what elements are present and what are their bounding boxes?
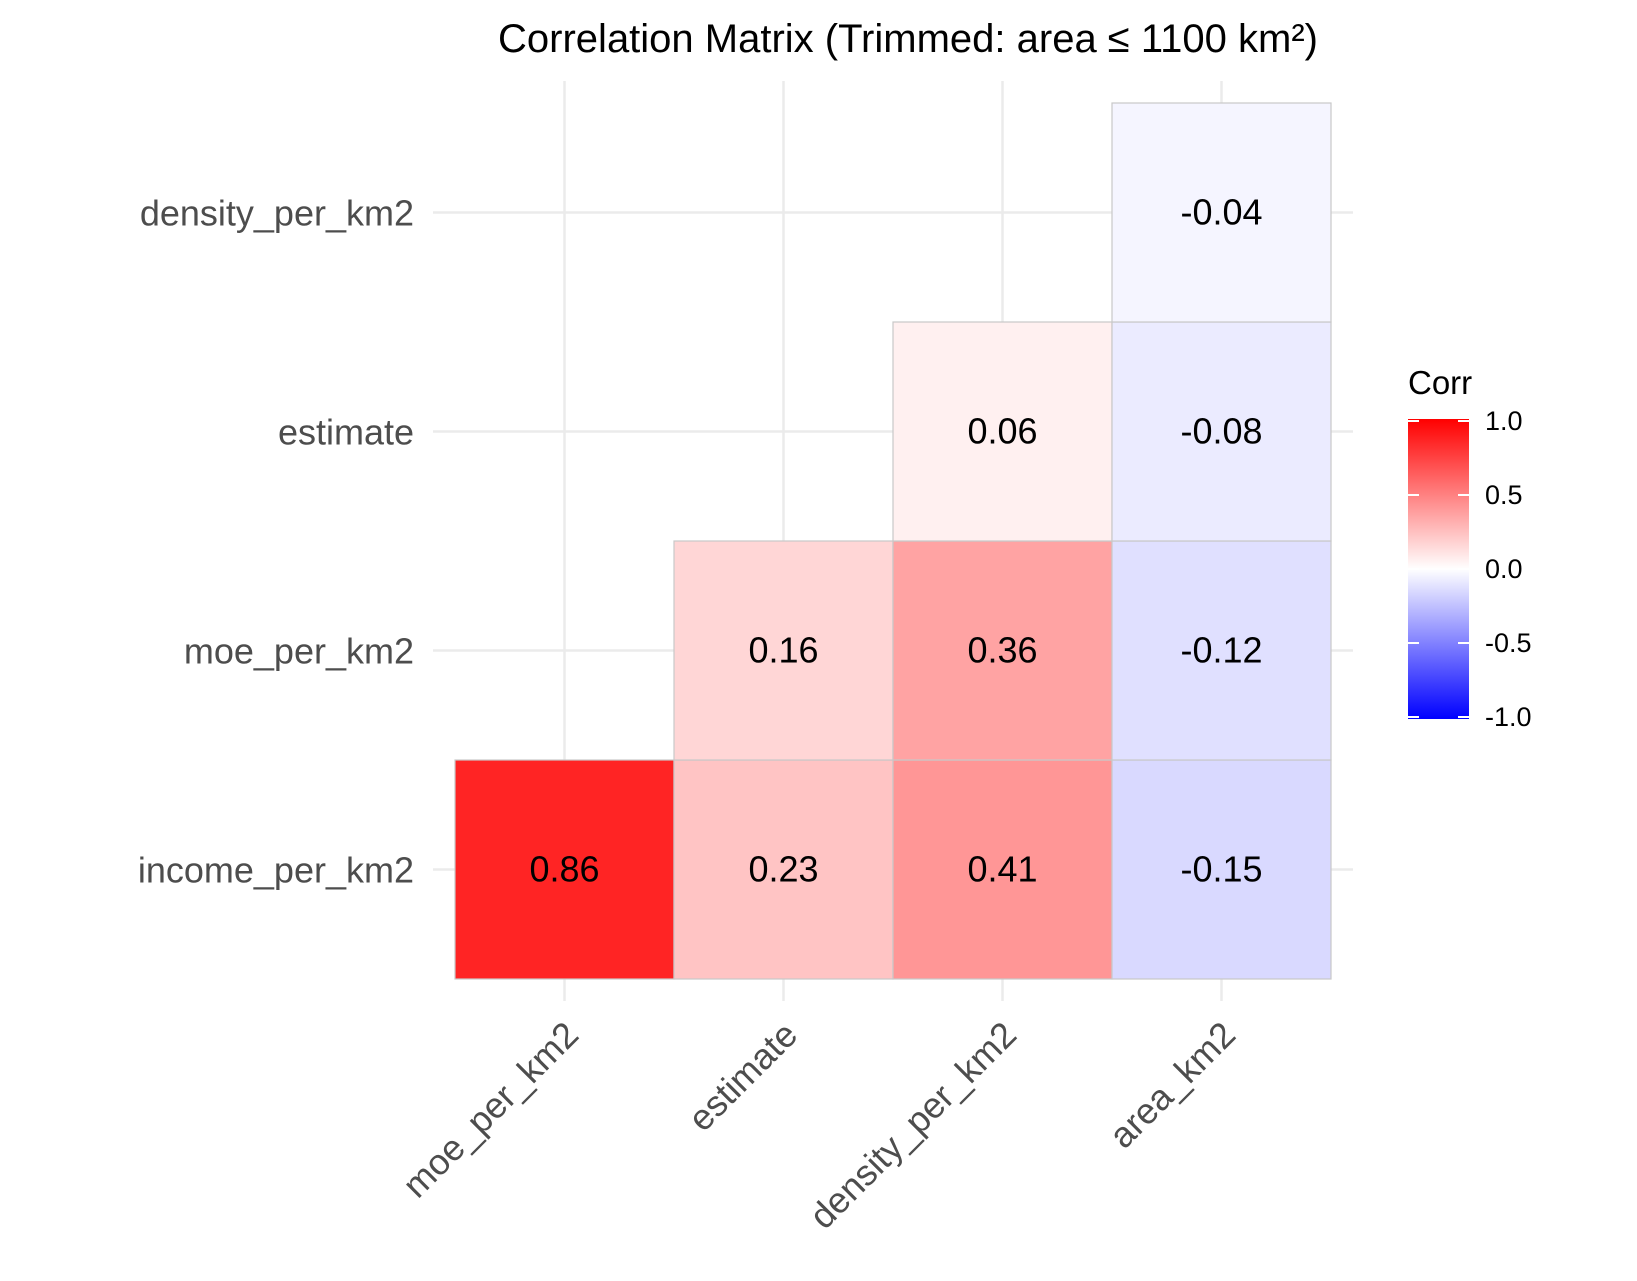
- y-tick-label: moe_per_km2: [184, 631, 414, 672]
- cell-value-label: 0.16: [748, 630, 818, 671]
- heatmap-cell: [673, 759, 894, 980]
- legend-tick-label: -1.0: [1485, 702, 1532, 732]
- chart-title: Correlation Matrix (Trimmed: area ≤ 1100…: [498, 17, 1318, 61]
- y-tick-label: estimate: [278, 412, 414, 453]
- x-tick-label: estimate: [680, 1014, 805, 1139]
- y-tick-label: income_per_km2: [138, 850, 414, 891]
- heatmap-cell: [1111, 321, 1332, 542]
- y-tick-label: density_per_km2: [140, 193, 414, 234]
- heatmap-cell: [1111, 759, 1332, 980]
- cell-value-label: 0.23: [748, 849, 818, 890]
- color-legend: Corr 1.0 0.5 0.0 -0.5 -1.0: [1408, 364, 1532, 732]
- x-tick-label: density_per_km2: [801, 1014, 1024, 1237]
- legend-tick-label: 0.0: [1485, 554, 1523, 584]
- heatmap-cell: [1111, 102, 1332, 323]
- cell-value-label: -0.04: [1180, 192, 1262, 233]
- heatmap-cells: 0.86 0.23 0.41 -0.15 0.16 0.36 -0.12 0.06 -0.08 -…: [454, 102, 1332, 980]
- heatmap-cell: [892, 759, 1113, 980]
- heatmap-cell: [892, 321, 1113, 542]
- cell-value-label: 0.41: [967, 849, 1037, 890]
- cell-value-label: 0.86: [529, 849, 599, 890]
- legend-tick-label: 1.0: [1485, 406, 1523, 436]
- cell-value-label: -0.08: [1180, 411, 1262, 452]
- cell-value-label: -0.15: [1180, 849, 1262, 890]
- x-tick-label: area_km2: [1101, 1014, 1243, 1156]
- legend-ticks: 1.0 0.5 0.0 -0.5 -1.0: [1408, 406, 1532, 732]
- legend-tick-label: 0.5: [1485, 480, 1523, 510]
- y-axis-tick-labels: income_per_km2 moe_per_km2 estimate density…: [138, 193, 414, 891]
- heatmap-cell: [454, 759, 675, 980]
- heatmap-cell: [892, 540, 1113, 761]
- legend-tick-label: -0.5: [1485, 628, 1532, 658]
- legend-title: Corr: [1408, 364, 1472, 401]
- cell-value-label: 0.36: [967, 630, 1037, 671]
- cell-value-label: 0.06: [967, 411, 1037, 452]
- cell-value-label: -0.12: [1180, 630, 1262, 671]
- x-tick-label: moe_per_km2: [394, 1014, 586, 1206]
